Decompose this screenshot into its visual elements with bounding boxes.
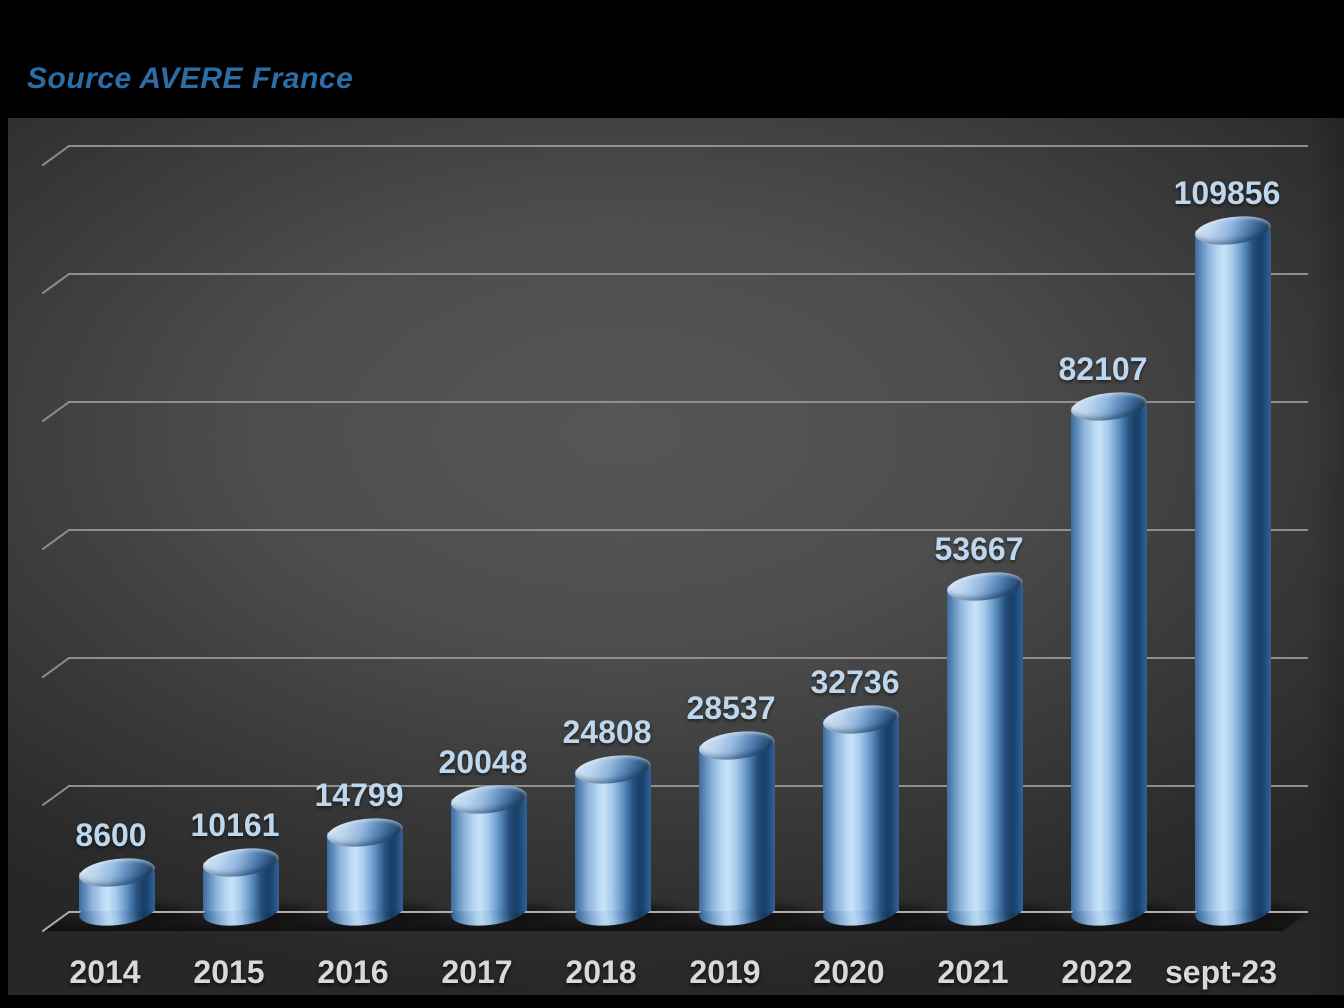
value-label-2017: 20048 [438,744,528,780]
value-label-2022: 82107 [1058,351,1148,387]
gridline-40000 [68,657,1308,659]
gridline-120000 [68,145,1308,147]
gridline-tick [41,401,70,423]
gridline-60000 [68,529,1308,531]
gridline-tick [41,657,70,679]
gridline-100000 [68,273,1308,275]
bar-body [947,586,1023,911]
bar-body [575,769,651,911]
bar-body [1195,230,1271,911]
bar-body [451,799,527,911]
gridline-tick [41,145,70,167]
x-axis-label-2015: 2015 [193,954,265,990]
x-axis-line [68,911,1308,913]
value-label-2019: 28537 [686,690,776,726]
bar-body [699,745,775,911]
value-label-2015: 10161 [190,807,280,843]
gridline-80000 [68,401,1308,403]
x-axis-label-sept-23: sept-23 [1164,954,1278,990]
value-label-2014: 8600 [75,817,147,853]
value-label-2020: 32736 [810,664,900,700]
value-label-2021: 53667 [934,531,1024,567]
source-caption: Source AVERE France [27,62,354,95]
value-label-2016: 14799 [314,777,404,813]
gridline-20000 [68,785,1308,787]
chart-plot-area: 8600 10161 14799 20048 24808 28537 32736 53667 8… [8,118,1344,995]
gridline-tick [41,273,70,295]
x-axis-label-2022: 2022 [1061,954,1133,990]
gridline-tick [41,529,70,551]
x-axis-label-2016: 2016 [317,954,389,990]
value-label-sept-23: 109856 [1173,175,1281,211]
x-axis-label-2020: 2020 [813,954,885,990]
x-axis-label-2018: 2018 [565,954,637,990]
x-axis-label-2019: 2019 [689,954,761,990]
bar-body [823,719,899,911]
x-axis-label-2021: 2021 [937,954,1009,990]
x-axis-label-2017: 2017 [441,954,513,990]
value-label-2018: 24808 [562,714,652,750]
bar-body [1071,406,1147,911]
x-axis-label-2014: 2014 [69,954,141,990]
gridline-tick [41,785,70,807]
